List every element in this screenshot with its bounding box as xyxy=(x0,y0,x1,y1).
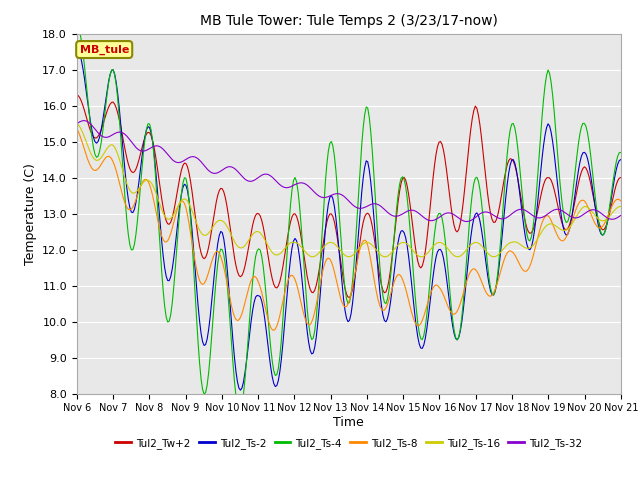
Line: Tul2_Tw+2: Tul2_Tw+2 xyxy=(77,95,621,297)
X-axis label: Time: Time xyxy=(333,416,364,429)
Tul2_Ts-4 xyxy=(588,164,596,170)
Tul2_Ts-2 xyxy=(235,385,243,391)
Tul2_Ts-16 xyxy=(311,253,319,259)
Tul2_Ts-8 xyxy=(253,276,261,282)
Tul2_Ts-2 xyxy=(588,181,596,187)
Line: Tul2_Ts-16: Tul2_Ts-16 xyxy=(77,123,621,257)
Tul2_Ts-32 xyxy=(312,191,320,197)
Tul2_Ts-4 xyxy=(235,408,243,414)
Legend: Tul2_Tw+2, Tul2_Ts-2, Tul2_Ts-4, Tul2_Ts-8, Tul2_Ts-16, Tul2_Ts-32: Tul2_Tw+2, Tul2_Ts-2, Tul2_Ts-4, Tul2_Ts… xyxy=(111,434,586,453)
Tul2_Ts-8 xyxy=(235,317,243,323)
Tul2_Ts-32 xyxy=(141,148,149,154)
Tul2_Ts-16 xyxy=(253,228,261,234)
Tul2_Ts-8 xyxy=(262,309,270,315)
Text: MB_tule: MB_tule xyxy=(79,44,129,55)
Tul2_Tw+2 xyxy=(311,288,319,293)
Tul2_Ts-32 xyxy=(255,174,262,180)
Tul2_Ts-16 xyxy=(490,254,497,260)
Tul2_Ts-2 xyxy=(617,156,625,162)
Tul2_Ts-2 xyxy=(255,293,262,299)
Tul2_Ts-2 xyxy=(264,340,271,346)
Tul2_Tw+2 xyxy=(73,92,81,97)
Tul2_Ts-32 xyxy=(589,207,597,213)
Tul2_Tw+2 xyxy=(253,211,261,216)
Tul2_Ts-32 xyxy=(264,171,271,177)
Tul2_Ts-16 xyxy=(73,120,81,126)
Tul2_Ts-32 xyxy=(73,120,81,126)
Tul2_Ts-32 xyxy=(81,118,88,123)
Tul2_Ts-32 xyxy=(462,218,470,224)
Tul2_Ts-4 xyxy=(237,408,244,414)
Tul2_Ts-8 xyxy=(617,198,625,204)
Tul2_Ts-2 xyxy=(140,143,147,148)
Tul2_Ts-16 xyxy=(588,209,596,215)
Tul2_Ts-4 xyxy=(264,312,271,317)
Line: Tul2_Ts-2: Tul2_Ts-2 xyxy=(77,48,621,390)
Tul2_Ts-16 xyxy=(617,204,625,209)
Tul2_Ts-4 xyxy=(73,20,81,25)
Line: Tul2_Ts-4: Tul2_Ts-4 xyxy=(77,23,621,411)
Line: Tul2_Ts-32: Tul2_Ts-32 xyxy=(77,120,621,221)
Tul2_Ts-4 xyxy=(255,246,262,252)
Tul2_Ts-8 xyxy=(588,214,596,220)
Tul2_Tw+2 xyxy=(588,187,596,193)
Tul2_Ts-8 xyxy=(312,302,320,308)
Tul2_Ts-32 xyxy=(617,213,625,218)
Tul2_Ts-16 xyxy=(235,244,243,250)
Tul2_Ts-4 xyxy=(140,150,147,156)
Tul2_Ts-8 xyxy=(73,126,81,132)
Tul2_Tw+2 xyxy=(346,294,353,300)
Tul2_Ts-16 xyxy=(140,180,147,185)
Tul2_Tw+2 xyxy=(140,139,147,145)
Tul2_Ts-4 xyxy=(312,315,320,321)
Tul2_Ts-2 xyxy=(312,335,320,340)
Tul2_Ts-2 xyxy=(237,387,244,393)
Y-axis label: Temperature (C): Temperature (C) xyxy=(24,163,36,264)
Tul2_Ts-4 xyxy=(617,150,625,156)
Tul2_Tw+2 xyxy=(262,241,270,247)
Tul2_Ts-16 xyxy=(262,240,270,245)
Line: Tul2_Ts-8: Tul2_Ts-8 xyxy=(77,129,621,330)
Tul2_Ts-8 xyxy=(270,327,278,333)
Tul2_Ts-8 xyxy=(140,178,147,183)
Tul2_Ts-32 xyxy=(237,172,244,178)
Tul2_Ts-2 xyxy=(73,45,81,51)
Title: MB Tule Tower: Tule Temps 2 (3/23/17-now): MB Tule Tower: Tule Temps 2 (3/23/17-now… xyxy=(200,14,498,28)
Tul2_Tw+2 xyxy=(235,273,243,278)
Tul2_Tw+2 xyxy=(617,175,625,180)
